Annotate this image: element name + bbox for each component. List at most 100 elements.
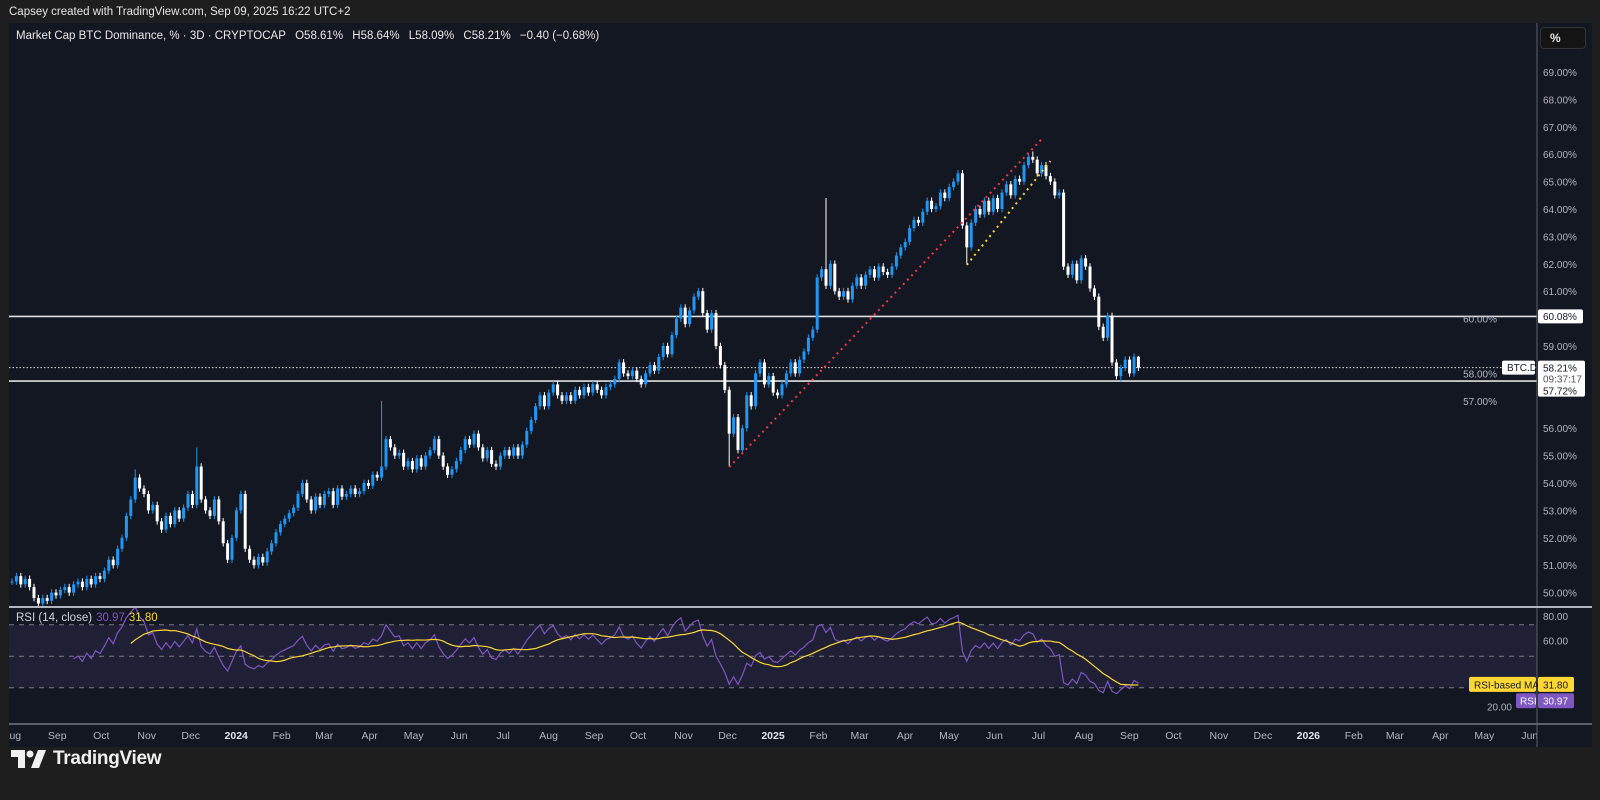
- candle-body: [54, 592, 58, 596]
- time-tick-label: Dec: [1254, 730, 1273, 742]
- candle-body: [916, 219, 920, 223]
- time-tick-label: Aug: [2, 730, 21, 742]
- candle-body: [300, 483, 304, 494]
- rsi-ma-value-tag-box: [1538, 676, 1574, 692]
- candle-body: [507, 450, 511, 456]
- candle-body: [1053, 181, 1057, 196]
- time-tick-label: Jun: [451, 730, 468, 742]
- price-scale-unit-button[interactable]: %: [1540, 27, 1586, 49]
- price-tick-label: 53.00%: [1543, 506, 1577, 517]
- time-tick-label: Mar: [850, 730, 869, 742]
- candle-body: [212, 499, 216, 516]
- candle-body: [204, 499, 208, 511]
- price-tick-label: 56.00%: [1543, 424, 1577, 435]
- candle-body: [635, 370, 639, 379]
- candle-body: [771, 376, 775, 393]
- candle-body: [248, 548, 252, 560]
- candle-body: [199, 466, 203, 500]
- candle-body: [1022, 165, 1026, 182]
- candle-body: [485, 450, 489, 459]
- candle-body: [912, 219, 916, 229]
- candle-body: [578, 389, 582, 396]
- time-tick-label: Feb: [809, 730, 827, 742]
- candle-body: [1026, 156, 1030, 166]
- price-tick-label: 68.00%: [1543, 95, 1577, 106]
- candle-body: [749, 395, 753, 407]
- candle-body: [490, 450, 494, 464]
- candle-body: [1031, 156, 1035, 160]
- time-tick-label: May: [404, 730, 425, 742]
- candle-body: [1062, 192, 1066, 267]
- candle-body: [644, 373, 648, 385]
- time-tick-label: Oct: [93, 730, 109, 742]
- candle-body: [32, 587, 36, 599]
- candle-body: [978, 209, 982, 215]
- symbol-legend[interactable]: Market Cap BTC Dominance, % · 3D · CRYPT…: [16, 30, 605, 42]
- candle-body: [278, 524, 282, 533]
- price-tick-label: 57.00%: [1463, 397, 1497, 408]
- candle-body: [331, 491, 335, 505]
- candle-body: [186, 493, 190, 508]
- candle-body: [155, 504, 159, 522]
- candle-body: [234, 510, 238, 538]
- candle-body: [252, 559, 256, 566]
- chart-panel[interactable]: [9, 23, 1592, 747]
- candle-body: [516, 447, 520, 456]
- price-axis-labels: 69.00% 68.00% 67.00% 66.00% 65.00% 64.00% 63.0…: [1463, 68, 1577, 600]
- candle-body: [754, 373, 758, 407]
- rsi-ma-line: [130, 621, 1139, 686]
- time-tick-label: May: [1474, 730, 1495, 742]
- ohlc-high: H58.64%: [352, 30, 400, 42]
- candle-body: [358, 491, 362, 494]
- candle-body: [10, 581, 14, 583]
- candle-body: [380, 466, 384, 478]
- rsi-ma-name-tag: RSI-based MA: [1474, 680, 1539, 691]
- candle-body: [899, 247, 903, 256]
- candle-body: [1075, 263, 1079, 281]
- candle-body: [965, 225, 969, 248]
- price-tick-label: 58.00%: [1463, 369, 1497, 380]
- candle-body: [327, 491, 331, 494]
- rsi-series: [73, 607, 1139, 695]
- price-tick-label: 64.00%: [1543, 205, 1577, 216]
- time-tick-label: Sep: [48, 730, 67, 742]
- candle-body: [287, 513, 291, 519]
- price-tick-label: 59.00%: [1543, 342, 1577, 353]
- candle-body: [94, 576, 98, 585]
- rsi-legend[interactable]: RSI (14, close) 30.97 31.80: [16, 612, 158, 624]
- candle-body: [1048, 176, 1052, 182]
- time-tick-label: Apr: [1432, 730, 1449, 742]
- candle-body: [441, 455, 445, 467]
- candle-body: [177, 510, 181, 519]
- candle-body: [1119, 367, 1123, 377]
- candle-body: [701, 291, 705, 314]
- candle-body: [296, 493, 300, 508]
- candle-body: [921, 211, 925, 223]
- candle-body: [481, 447, 485, 459]
- time-tick-label: Dec: [718, 730, 737, 742]
- candle-body: [384, 439, 388, 467]
- candle-body: [402, 452, 406, 467]
- candlestick-series: [10, 151, 1140, 607]
- candle-body: [815, 277, 819, 330]
- candle-body: [811, 329, 815, 338]
- candle-body: [344, 493, 348, 497]
- candle-body: [930, 200, 934, 209]
- candle-body: [19, 576, 23, 585]
- candle-body: [784, 373, 788, 385]
- candle-body: [534, 406, 538, 420]
- bar-countdown: 09:37:17: [1543, 375, 1582, 386]
- candle-body: [820, 269, 824, 278]
- candle-body: [107, 559, 111, 571]
- candle-body: [1004, 184, 1008, 193]
- candle-body: [476, 433, 480, 448]
- candle-body: [991, 198, 995, 212]
- candle-body: [630, 370, 634, 377]
- tradingview-logo[interactable]: TradingView: [11, 748, 162, 770]
- rsi-ma-value-tag: 31.80: [1543, 680, 1568, 691]
- candle-body: [195, 466, 199, 505]
- axes: [9, 23, 1592, 747]
- rsi-name-tag: RSI: [1520, 697, 1537, 708]
- candle-body: [463, 439, 467, 451]
